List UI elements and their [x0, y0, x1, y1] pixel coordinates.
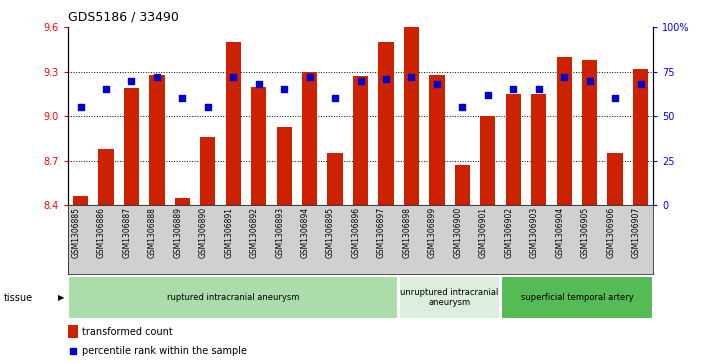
Point [278, 87, 290, 93]
Text: GDS5186 / 33490: GDS5186 / 33490 [68, 11, 178, 24]
Text: ▶: ▶ [58, 293, 64, 302]
Text: GSM1306896: GSM1306896 [351, 207, 361, 258]
Bar [302, 72, 317, 205]
Text: GSM1306898: GSM1306898 [403, 207, 411, 258]
Bar [251, 86, 266, 205]
Bar [276, 127, 292, 205]
Point [610, 95, 621, 101]
Text: GSM1306886: GSM1306886 [97, 207, 106, 258]
Point [457, 104, 468, 110]
Point [253, 81, 264, 87]
Bar [69, 277, 398, 319]
Bar [481, 116, 496, 205]
Point [482, 92, 493, 98]
Bar [68, 325, 79, 338]
Point [75, 104, 86, 110]
Bar [633, 69, 648, 205]
Point [228, 74, 239, 80]
Point [67, 348, 79, 354]
Point [151, 74, 163, 80]
Bar [455, 165, 470, 205]
Text: GSM1306904: GSM1306904 [555, 207, 564, 258]
Bar [582, 60, 598, 205]
Text: GSM1306902: GSM1306902 [504, 207, 513, 258]
Point [176, 95, 188, 101]
Bar [124, 88, 139, 205]
Text: ruptured intracranial aneurysm: ruptured intracranial aneurysm [167, 293, 299, 302]
Point [431, 81, 443, 87]
Text: GSM1306888: GSM1306888 [148, 207, 157, 258]
Text: GSM1306890: GSM1306890 [198, 207, 208, 258]
Point [202, 104, 213, 110]
Bar [226, 42, 241, 205]
Text: GSM1306899: GSM1306899 [428, 207, 437, 258]
Text: GSM1306895: GSM1306895 [326, 207, 335, 258]
Point [329, 95, 341, 101]
Bar [501, 277, 653, 319]
Bar [73, 196, 89, 205]
Text: GSM1306894: GSM1306894 [301, 207, 310, 258]
Point [406, 74, 417, 80]
Text: percentile rank within the sample: percentile rank within the sample [83, 346, 248, 356]
Bar [99, 149, 114, 205]
Bar [149, 75, 164, 205]
Point [304, 74, 316, 80]
Bar [175, 198, 190, 205]
Text: GSM1306887: GSM1306887 [123, 207, 131, 258]
Bar [404, 27, 419, 205]
Bar [506, 94, 521, 205]
Text: GSM1306892: GSM1306892 [250, 207, 258, 258]
Point [508, 87, 519, 93]
Bar [557, 57, 572, 205]
Text: GSM1306901: GSM1306901 [479, 207, 488, 258]
Point [533, 87, 545, 93]
Text: GSM1306889: GSM1306889 [174, 207, 182, 258]
Text: GSM1306903: GSM1306903 [530, 207, 539, 258]
Point [558, 74, 570, 80]
Bar [353, 76, 368, 205]
Point [635, 81, 646, 87]
Bar [429, 75, 445, 205]
Point [100, 87, 111, 93]
Bar [531, 94, 546, 205]
Text: GSM1306905: GSM1306905 [580, 207, 590, 258]
Text: GSM1306906: GSM1306906 [606, 207, 615, 258]
Text: tissue: tissue [4, 293, 33, 303]
Bar [399, 277, 500, 319]
Text: GSM1306897: GSM1306897 [377, 207, 386, 258]
Text: GSM1306907: GSM1306907 [632, 207, 640, 258]
Point [584, 78, 595, 83]
Point [126, 78, 137, 83]
Text: GSM1306885: GSM1306885 [71, 207, 81, 258]
Text: GSM1306900: GSM1306900 [453, 207, 463, 258]
Bar [200, 137, 216, 205]
Text: superficial temporal artery: superficial temporal artery [521, 293, 633, 302]
Text: GSM1306891: GSM1306891 [224, 207, 233, 258]
Point [355, 78, 366, 83]
Bar [328, 153, 343, 205]
Bar [378, 42, 393, 205]
Text: GSM1306893: GSM1306893 [275, 207, 284, 258]
Point [381, 76, 392, 82]
Text: unruptured intracranial
aneurysm: unruptured intracranial aneurysm [401, 288, 499, 307]
Bar [608, 153, 623, 205]
Text: transformed count: transformed count [83, 327, 174, 337]
